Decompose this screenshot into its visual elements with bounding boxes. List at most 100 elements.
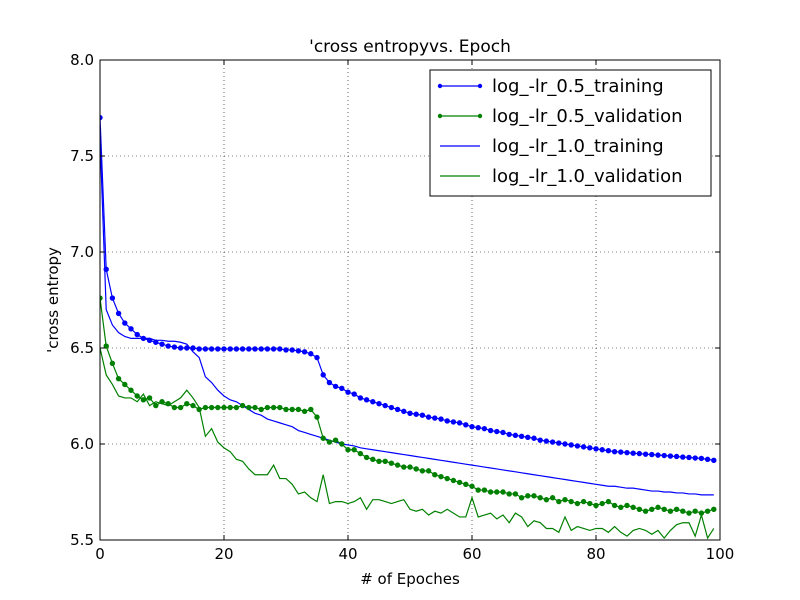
data-point bbox=[494, 428, 500, 435]
data-point bbox=[289, 347, 295, 353]
data-point bbox=[239, 402, 246, 409]
series-log_-lr_0.5_training bbox=[100, 114, 717, 464]
data-point bbox=[456, 479, 463, 486]
data-point bbox=[704, 456, 711, 463]
data-point bbox=[481, 425, 488, 432]
data-point bbox=[339, 441, 345, 447]
data-point bbox=[580, 444, 587, 450]
data-point bbox=[407, 410, 413, 416]
legend-item: log_-lr_0.5_validation bbox=[437, 106, 683, 127]
x-axis-label: # of Epoches bbox=[360, 570, 460, 588]
data-point bbox=[190, 402, 196, 409]
data-point bbox=[537, 437, 543, 443]
series-log_-lr_0.5_validation bbox=[100, 295, 717, 516]
data-point bbox=[283, 406, 289, 413]
data-point bbox=[475, 424, 481, 431]
series-log_-lr_1.0_training bbox=[100, 136, 714, 496]
data-point bbox=[184, 345, 190, 351]
data-point bbox=[184, 400, 190, 407]
series-line bbox=[100, 347, 715, 540]
data-point bbox=[419, 468, 426, 474]
data-point bbox=[624, 449, 630, 456]
x-tick-label: 80 bbox=[586, 545, 605, 563]
data-point bbox=[109, 360, 116, 367]
data-point bbox=[190, 345, 196, 351]
data-point bbox=[134, 331, 140, 338]
data-point bbox=[673, 506, 680, 512]
data-point bbox=[196, 346, 202, 352]
data-point bbox=[295, 406, 302, 413]
x-tick-label: 40 bbox=[338, 545, 357, 563]
data-point bbox=[308, 406, 314, 413]
data-point bbox=[165, 343, 171, 349]
axes-frame bbox=[99, 59, 721, 541]
data-point bbox=[283, 347, 289, 353]
data-point bbox=[642, 451, 649, 457]
data-point bbox=[518, 495, 525, 501]
data-point bbox=[642, 508, 649, 514]
data-point bbox=[711, 506, 717, 512]
data-point bbox=[475, 487, 481, 493]
data-point bbox=[109, 295, 116, 301]
y-tick-label: 6.5 bbox=[70, 339, 94, 357]
data-point bbox=[531, 493, 537, 499]
plot-area bbox=[100, 114, 717, 540]
data-point bbox=[574, 500, 581, 507]
data-point bbox=[500, 429, 506, 436]
legend-box bbox=[429, 69, 712, 197]
data-point bbox=[444, 475, 450, 482]
data-point bbox=[370, 399, 376, 405]
data-point bbox=[320, 372, 326, 378]
x-tick-label: 100 bbox=[706, 545, 735, 563]
x-tick-label: 0 bbox=[95, 545, 105, 563]
legend-item: log_-lr_1.0_validation bbox=[440, 166, 683, 187]
data-point bbox=[227, 346, 233, 352]
data-point bbox=[221, 404, 227, 411]
data-point bbox=[438, 473, 444, 480]
data-point bbox=[599, 500, 605, 507]
y-tick-label: 7.5 bbox=[70, 147, 94, 165]
data-point bbox=[140, 335, 147, 342]
data-point bbox=[326, 439, 333, 445]
legend-label: log_-lr_0.5_training bbox=[492, 76, 664, 97]
data-point bbox=[525, 434, 531, 440]
data-point bbox=[202, 346, 209, 352]
data-point bbox=[661, 506, 667, 512]
data-point bbox=[686, 454, 692, 461]
data-point bbox=[444, 418, 450, 424]
data-point bbox=[487, 427, 494, 434]
data-point bbox=[506, 491, 512, 497]
data-point bbox=[556, 498, 562, 505]
data-point bbox=[295, 348, 302, 354]
data-point bbox=[655, 452, 661, 458]
data-point bbox=[270, 404, 277, 411]
data-point bbox=[345, 447, 351, 453]
data-point bbox=[636, 506, 643, 512]
legend-label: log_-lr_1.0_validation bbox=[492, 166, 683, 187]
data-point bbox=[537, 495, 543, 501]
data-point bbox=[165, 400, 171, 407]
data-point bbox=[332, 383, 339, 390]
y-tick-label: 6.0 bbox=[70, 435, 94, 453]
legend: log_-lr_0.5_training log_-lr_0.5_validati… bbox=[429, 69, 712, 197]
data-point bbox=[630, 504, 636, 511]
data-point bbox=[252, 346, 258, 352]
data-point bbox=[357, 395, 364, 401]
data-point bbox=[450, 419, 457, 425]
data-point bbox=[363, 454, 370, 461]
y-tick-label: 5.5 bbox=[70, 531, 94, 549]
data-point bbox=[413, 466, 419, 472]
data-point bbox=[153, 402, 159, 409]
legend-item: log_-lr_1.0_training bbox=[440, 136, 664, 157]
data-point bbox=[202, 404, 209, 411]
data-point bbox=[357, 450, 364, 457]
data-point bbox=[611, 502, 618, 509]
data-point bbox=[233, 346, 240, 352]
y-tick-label: 7.0 bbox=[70, 243, 94, 261]
data-point bbox=[370, 456, 376, 463]
data-point bbox=[128, 387, 134, 393]
data-point bbox=[587, 445, 593, 451]
x-tick-label: 20 bbox=[214, 545, 233, 563]
data-point bbox=[692, 455, 698, 461]
data-point bbox=[208, 404, 215, 411]
